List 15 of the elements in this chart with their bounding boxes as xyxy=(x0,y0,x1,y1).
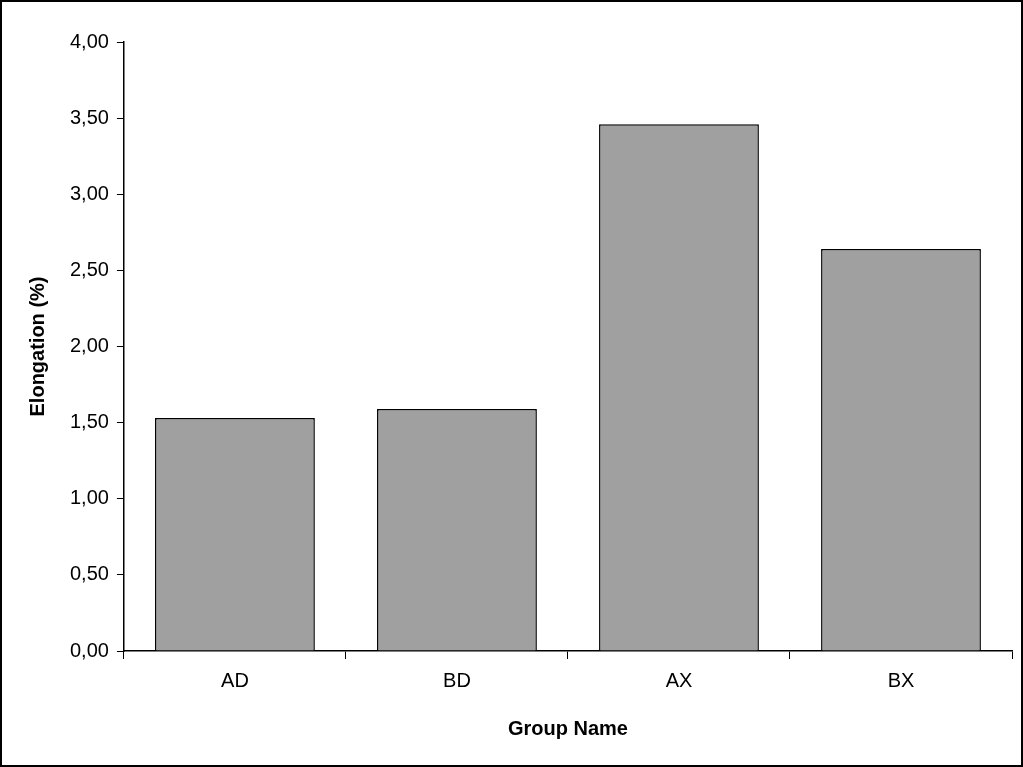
y-tick-label: 3,50 xyxy=(69,105,109,128)
y-tick-label: 2,50 xyxy=(69,257,109,280)
y-tick-label: 3,00 xyxy=(69,181,109,204)
x-tick-label: AX xyxy=(665,668,693,691)
y-tick-label: 4,00 xyxy=(69,29,109,52)
y-tick-label: 1,50 xyxy=(69,410,109,433)
x-tick-label: BX xyxy=(887,668,915,691)
x-axis-title: Group Name xyxy=(507,716,628,739)
x-tick-label: BD xyxy=(443,668,471,691)
x-tick-label: AD xyxy=(221,668,249,691)
y-tick-label: 1,00 xyxy=(69,486,109,509)
y-axis-title: Elongation (%) xyxy=(25,276,48,417)
y-tick-label: 0,50 xyxy=(69,562,109,585)
y-tick-label: 0,00 xyxy=(69,638,109,661)
y-tick-label: 2,00 xyxy=(69,334,109,357)
